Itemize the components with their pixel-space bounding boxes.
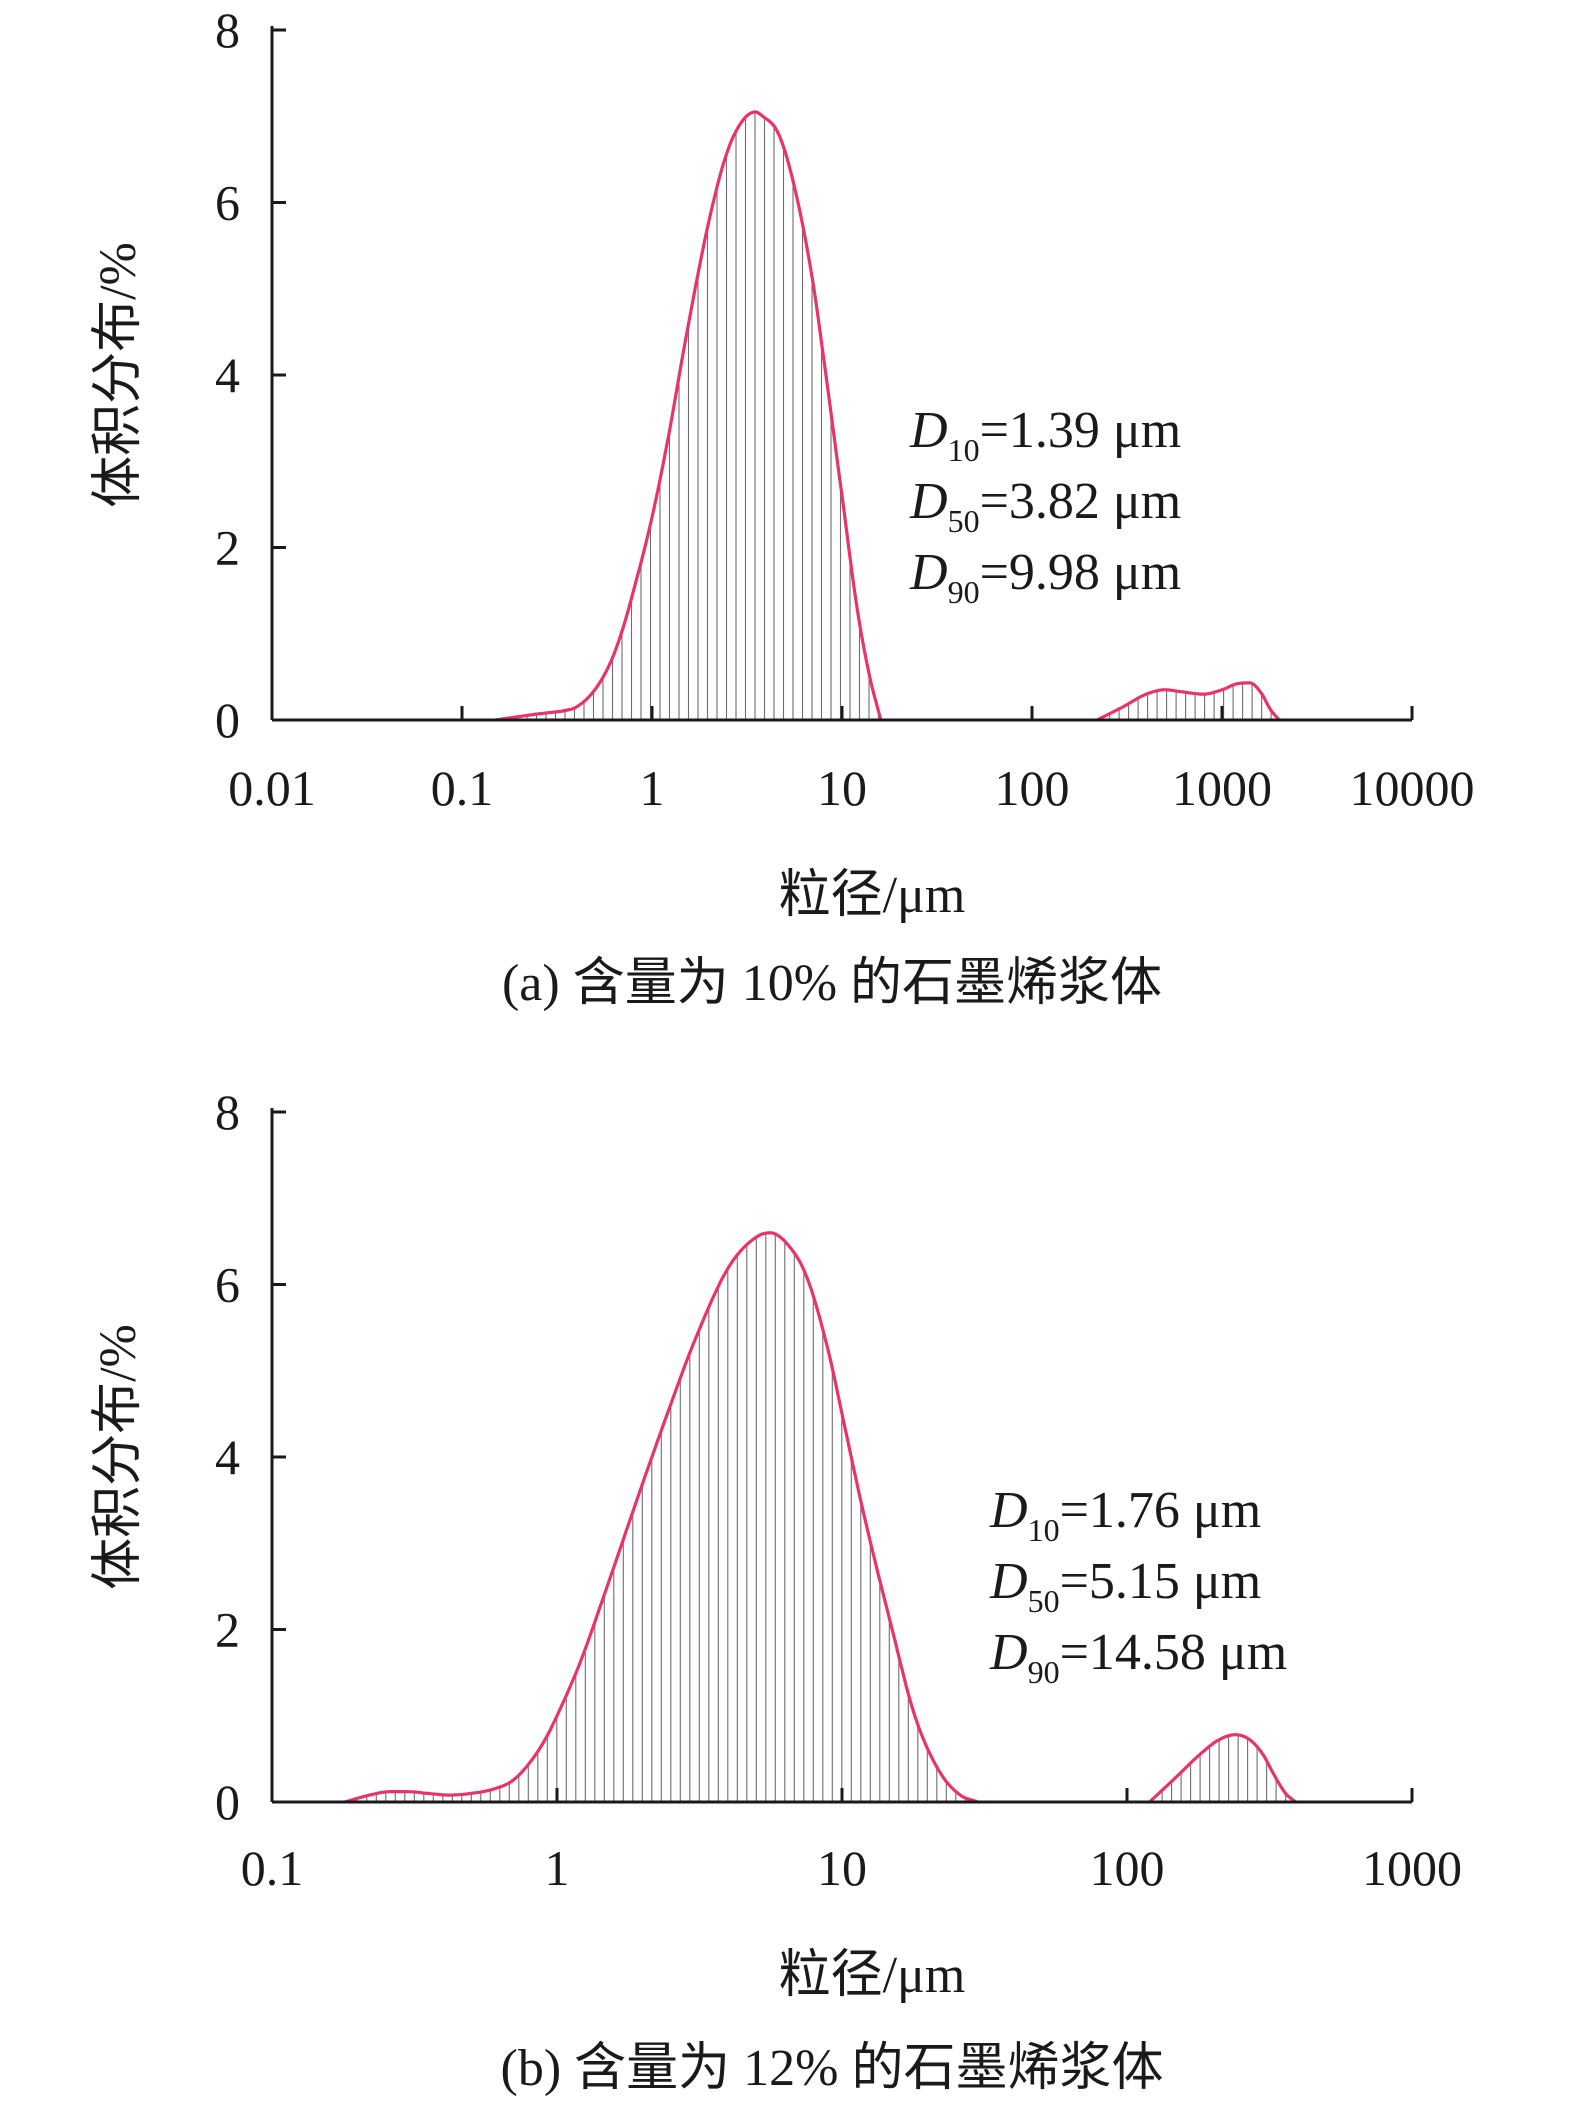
figure-caption: (a) 含量为 10% 的石墨烯浆体 [502,955,1162,1012]
x-tick-label: 1 [640,760,665,816]
y-tick-label: 8 [215,1084,240,1140]
x-tick-label: 0.1 [431,760,494,816]
y-axis-title: 体积分布/% [90,242,147,508]
x-tick-label: 1 [545,1840,570,1896]
d-value-annotation: D10=1.76 μm [989,1482,1261,1548]
x-tick-label: 100 [995,760,1070,816]
hatch-fill-a-1 [497,111,880,720]
x-tick-label: 100 [1090,1840,1165,1896]
distribution-curve-a-1 [495,110,883,722]
chart-panel-b: 0 2 4 6 8 0.1 1 10 100 1000 粒径/μm 体积分布/% D10=1.76 μm… [0,1080,1575,2110]
figure-caption: (b) 含量为 12% 的石墨烯浆体 [501,2040,1164,2097]
distribution-curve-a-2 [1096,681,1281,722]
x-tick-label: 10 [817,760,867,816]
hatch-fill-b-2 [1152,1734,1287,1802]
x-tick-label: 1000 [1362,1840,1462,1896]
y-tick-label: 2 [215,520,240,576]
d-value-annotation: D50=5.15 μm [989,1553,1261,1619]
x-axis-title: 粒径/μm [779,867,966,924]
y-tick-label: 8 [215,2,240,58]
d-value-annotation: D90=9.98 μm [909,544,1181,610]
chart-b-svg: 0 2 4 6 8 0.1 1 10 100 1000 粒径/μm 体积分布/% D10=1.76 μm… [90,1084,1462,2097]
chart-panel-a: 0 2 4 6 8 0.01 0.1 1 10 100 1000 10000 粒径/μm 体积分布/% D1… [0,0,1575,1040]
x-tick-label: 0.1 [241,1840,304,1896]
distribution-curve-b-1 [344,1231,979,1804]
hatch-fill-b-1 [347,1233,976,1802]
x-tick-label: 10000 [1350,760,1475,816]
d-value-annotation: D90=14.58 μm [989,1624,1287,1690]
y-tick-label: 6 [215,175,240,231]
y-tick-label: 2 [215,1602,240,1658]
d-value-annotation: D50=3.82 μm [909,473,1181,539]
x-tick-label: 0.01 [228,760,316,816]
y-tick-label: 4 [215,1429,240,1485]
y-tick-label: 0 [215,692,240,748]
y-tick-label: 6 [215,1257,240,1313]
y-tick-label: 4 [215,347,240,403]
x-tick-label: 10 [817,1840,867,1896]
d-value-annotation: D10=1.39 μm [909,402,1181,468]
y-axis-title: 体积分布/% [90,1324,147,1590]
hatch-fill-a-2 [1099,683,1272,720]
x-tick-label: 1000 [1172,760,1272,816]
y-tick-label: 0 [215,1774,240,1830]
chart-a-svg: 0 2 4 6 8 0.01 0.1 1 10 100 1000 10000 粒径/μm 体积分布/% D1… [90,2,1475,1012]
distribution-curve-b-2 [1148,1733,1297,1804]
x-axis-title: 粒径/μm [779,1947,966,2004]
